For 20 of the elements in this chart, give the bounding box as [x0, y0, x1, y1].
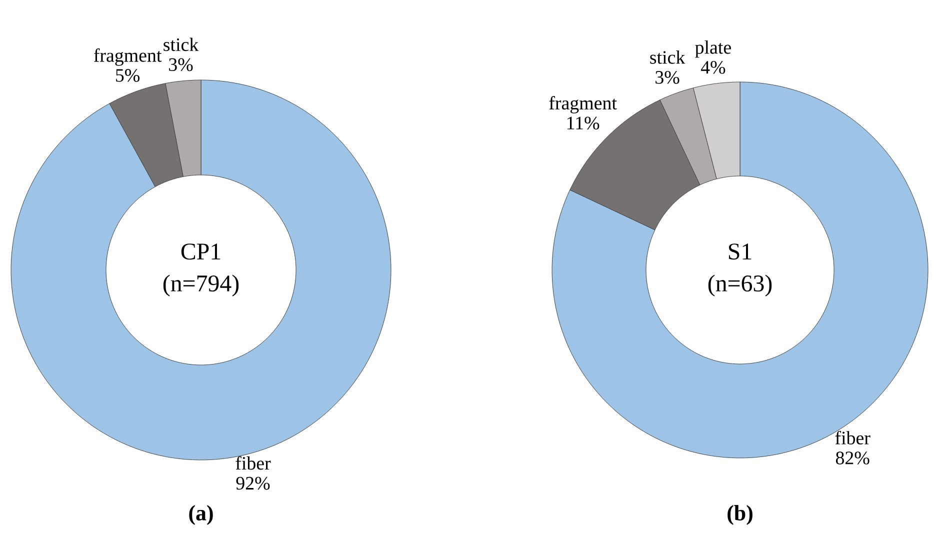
text: S1 [728, 244, 752, 260]
text: CP1 [181, 244, 220, 260]
text: (n=794) [163, 274, 239, 296]
data-label: 11% [567, 116, 600, 130]
data-label: 3% [656, 70, 680, 84]
text: (n=63) [708, 274, 772, 296]
text: (a) [189, 505, 213, 525]
data-label: 82% [836, 452, 870, 464]
data-label: 4% [700, 60, 726, 74]
text: (b) [728, 505, 752, 525]
slice-label: fiber [236, 456, 271, 470]
slice-label: fiber [835, 430, 870, 444]
data-label: 5% [116, 69, 140, 82]
slice-label: fragment [94, 48, 162, 66]
slice-label: stick [164, 38, 199, 52]
slice-label: plate [695, 40, 731, 58]
data-label: 92% [236, 476, 270, 490]
slice-label: stick [650, 50, 686, 64]
data-label: 3% [169, 58, 193, 72]
slice-label: fragment [549, 96, 617, 114]
